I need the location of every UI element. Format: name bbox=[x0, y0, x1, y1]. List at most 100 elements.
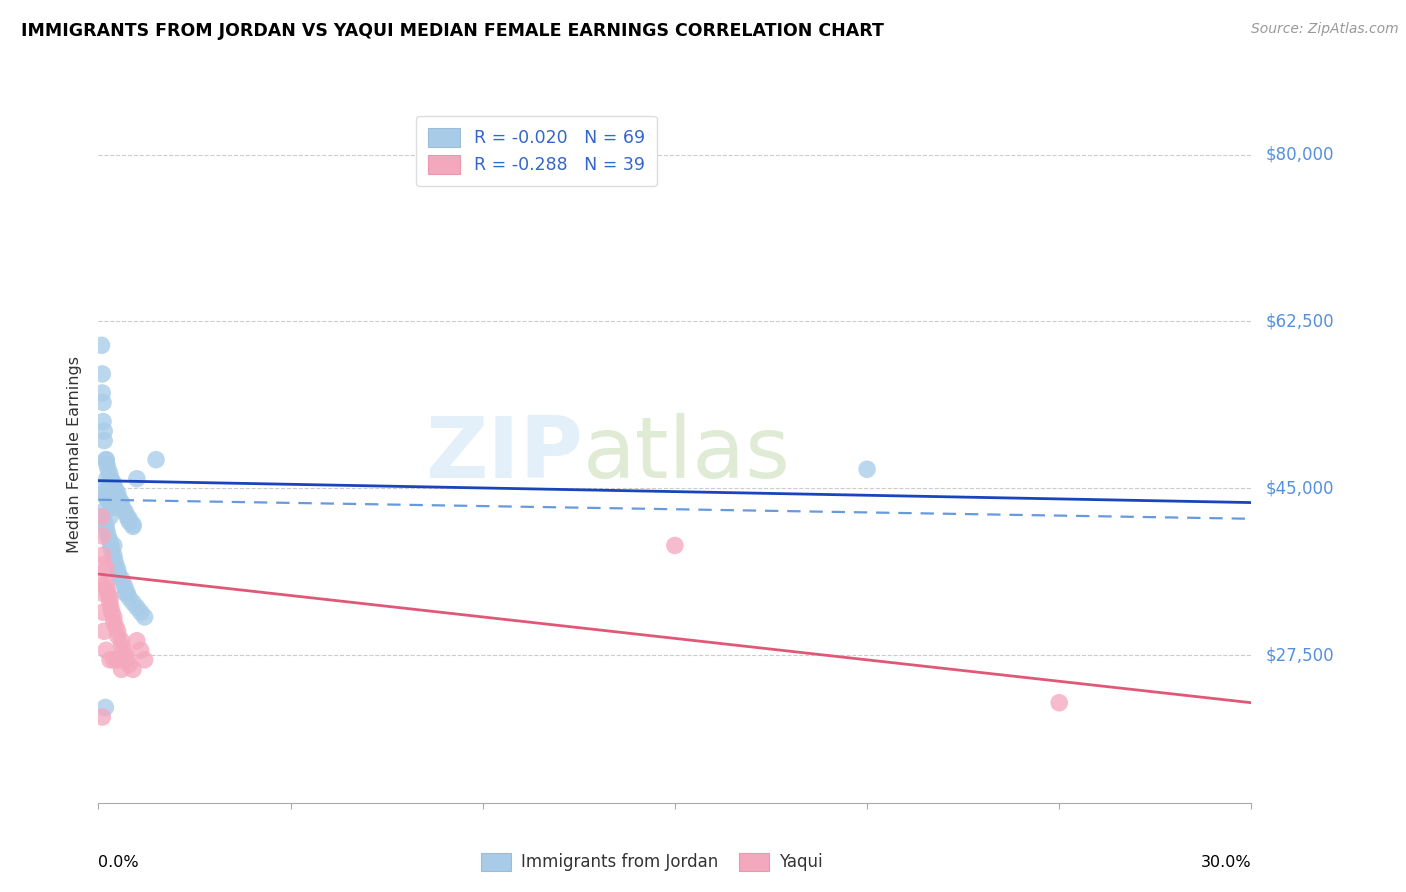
Text: $27,500: $27,500 bbox=[1265, 646, 1334, 664]
Point bbox=[108, 492, 131, 507]
Point bbox=[122, 519, 145, 533]
Text: atlas: atlas bbox=[582, 413, 790, 497]
Point bbox=[110, 639, 132, 653]
Point bbox=[117, 586, 138, 600]
Text: Source: ZipAtlas.com: Source: ZipAtlas.com bbox=[1251, 22, 1399, 37]
Point bbox=[145, 452, 167, 467]
Point bbox=[93, 624, 115, 639]
Point bbox=[104, 483, 127, 498]
Point bbox=[107, 567, 129, 582]
Point bbox=[94, 519, 117, 533]
Point bbox=[107, 567, 129, 582]
Point bbox=[107, 491, 129, 505]
Point bbox=[125, 600, 148, 615]
Point bbox=[94, 452, 117, 467]
Point bbox=[664, 539, 686, 553]
Point bbox=[98, 495, 121, 509]
Point bbox=[101, 543, 124, 558]
Point bbox=[91, 367, 114, 381]
Point bbox=[107, 562, 129, 576]
Point bbox=[117, 509, 138, 524]
Point bbox=[90, 338, 112, 352]
Point bbox=[91, 386, 114, 401]
Point bbox=[97, 462, 120, 476]
Point bbox=[107, 629, 129, 643]
Point bbox=[110, 500, 132, 515]
Text: $80,000: $80,000 bbox=[1265, 145, 1334, 164]
Point bbox=[101, 474, 124, 488]
Point bbox=[114, 648, 136, 662]
Point bbox=[129, 605, 152, 619]
Point bbox=[104, 558, 127, 572]
Point bbox=[114, 505, 136, 519]
Point bbox=[107, 486, 129, 500]
Point bbox=[134, 610, 156, 624]
Point bbox=[104, 619, 127, 633]
Point bbox=[103, 481, 125, 495]
Legend: Immigrants from Jordan, Yaqui: Immigrants from Jordan, Yaqui bbox=[475, 846, 830, 878]
Text: 30.0%: 30.0% bbox=[1201, 855, 1251, 871]
Point bbox=[103, 548, 125, 562]
Point bbox=[94, 643, 117, 657]
Point bbox=[110, 495, 132, 509]
Point bbox=[114, 586, 136, 600]
Y-axis label: Median Female Earnings: Median Female Earnings bbox=[67, 357, 83, 553]
Point bbox=[100, 539, 122, 553]
Point bbox=[125, 633, 148, 648]
Point bbox=[90, 481, 112, 495]
Point bbox=[98, 596, 121, 610]
Point bbox=[91, 505, 114, 519]
Point bbox=[96, 582, 118, 596]
Point bbox=[117, 653, 138, 667]
Text: 0.0%: 0.0% bbox=[98, 855, 139, 871]
Point bbox=[114, 582, 136, 596]
Point bbox=[103, 553, 125, 567]
Point bbox=[122, 596, 145, 610]
Point bbox=[93, 515, 115, 529]
Point bbox=[1047, 696, 1070, 710]
Point bbox=[97, 529, 120, 543]
Point bbox=[91, 529, 114, 543]
Point bbox=[118, 657, 141, 672]
Point bbox=[98, 509, 121, 524]
Point bbox=[129, 643, 152, 657]
Point bbox=[97, 492, 120, 507]
Point bbox=[103, 500, 125, 515]
Point bbox=[101, 605, 124, 619]
Point bbox=[103, 610, 125, 624]
Point bbox=[122, 517, 145, 532]
Point bbox=[103, 615, 125, 629]
Point bbox=[93, 424, 115, 438]
Point bbox=[96, 524, 118, 538]
Text: ZIP: ZIP bbox=[425, 413, 582, 497]
Point bbox=[91, 415, 114, 429]
Point bbox=[91, 395, 114, 409]
Point bbox=[110, 572, 132, 586]
Point bbox=[98, 472, 121, 486]
Point bbox=[90, 509, 112, 524]
Point bbox=[856, 462, 879, 476]
Point bbox=[94, 452, 117, 467]
Point bbox=[118, 512, 141, 526]
Point bbox=[110, 633, 132, 648]
Point bbox=[94, 562, 117, 576]
Point bbox=[97, 586, 120, 600]
Point bbox=[122, 662, 145, 676]
Point bbox=[96, 458, 118, 472]
Point bbox=[110, 662, 132, 676]
Point bbox=[103, 476, 125, 491]
Point bbox=[98, 653, 121, 667]
Point bbox=[103, 539, 125, 553]
Point bbox=[112, 502, 135, 516]
Text: $62,500: $62,500 bbox=[1265, 312, 1334, 331]
Point bbox=[96, 472, 118, 486]
Point bbox=[93, 558, 115, 572]
Point bbox=[91, 605, 114, 619]
Point bbox=[101, 499, 124, 513]
Point bbox=[91, 548, 114, 562]
Point bbox=[90, 576, 112, 591]
Point bbox=[97, 491, 120, 505]
Point bbox=[94, 700, 117, 714]
Point bbox=[103, 653, 125, 667]
Point bbox=[93, 434, 115, 448]
